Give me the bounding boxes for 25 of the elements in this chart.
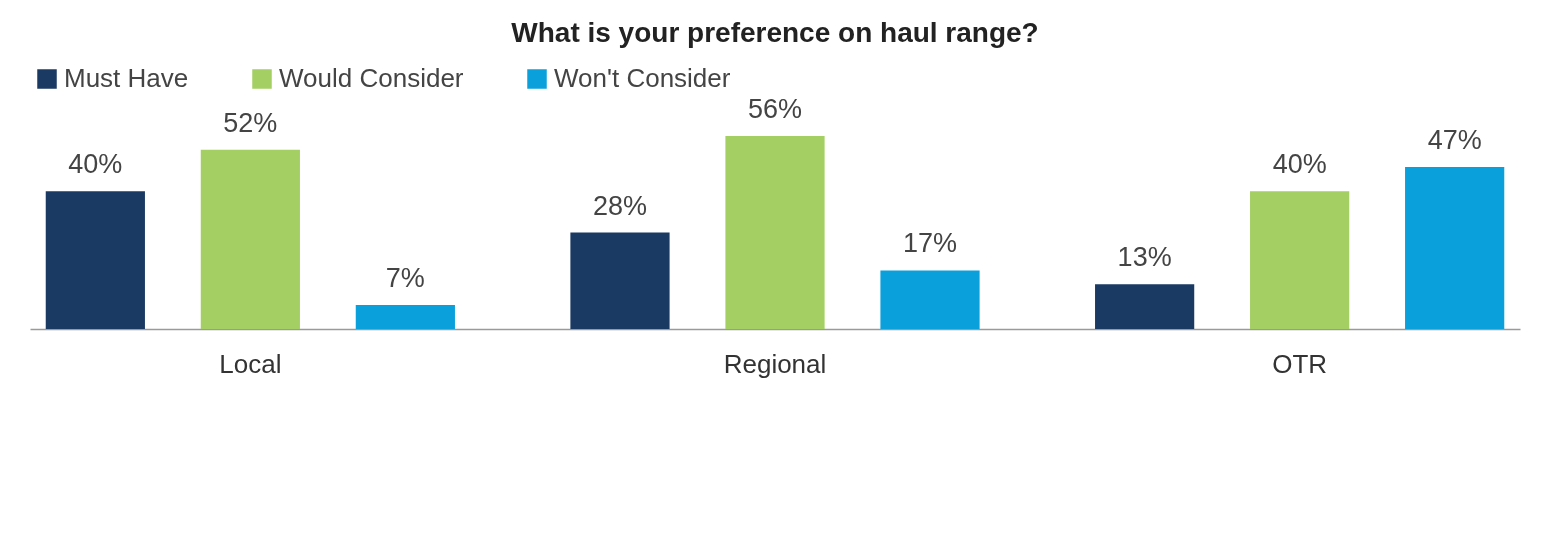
- data-label: 52%: [223, 107, 278, 138]
- data-label: 7%: [385, 262, 425, 293]
- data-label: 56%: [747, 94, 803, 124]
- legend-label: Won't Consider: [554, 63, 731, 93]
- data-label: 13%: [1117, 242, 1172, 273]
- bar: [355, 304, 455, 329]
- data-label: 40%: [68, 149, 123, 180]
- x-tick-label: Local: [219, 348, 282, 379]
- x-tick-label: Regional: [723, 348, 827, 379]
- bar: [200, 149, 300, 329]
- x-tick-label: OTR: [1272, 348, 1328, 379]
- data-label: 40%: [1272, 149, 1327, 180]
- bar: [1250, 191, 1350, 329]
- legend-label: Must Have: [64, 63, 189, 93]
- bar: [45, 191, 145, 329]
- legend-label: Would Consider: [279, 63, 464, 93]
- data-label: 28%: [592, 190, 648, 221]
- chart-title: What is your preference on haul range?: [511, 17, 1039, 48]
- data-label: 17%: [902, 228, 958, 259]
- bar: [880, 270, 980, 329]
- bar: [1405, 167, 1505, 329]
- bar: [1095, 284, 1195, 329]
- data-label: 47%: [1427, 125, 1482, 156]
- bar: [725, 136, 825, 329]
- bar: [570, 232, 670, 329]
